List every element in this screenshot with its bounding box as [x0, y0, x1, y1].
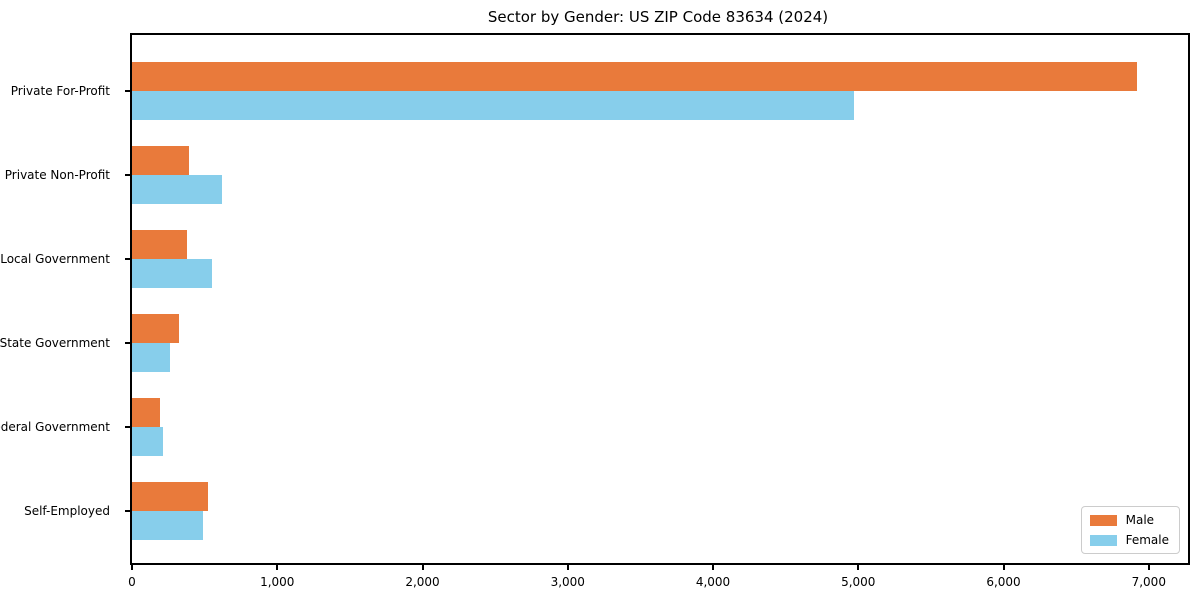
x-axis-tick-mark [421, 565, 424, 570]
x-axis-tick-mark [566, 565, 569, 570]
bar-male [132, 229, 188, 259]
y-axis-label: State Government [0, 335, 110, 350]
bar-female [132, 258, 212, 288]
y-axis-label: Private For-Profit [10, 83, 110, 98]
x-axis-label: 6,000 [986, 575, 1021, 589]
legend-swatch-male [1089, 514, 1117, 526]
x-axis-label: 4,000 [695, 575, 731, 589]
legend-label: Female [1125, 533, 1169, 547]
y-axis-tick-mark [125, 509, 130, 512]
y-axis-tick-mark [125, 89, 130, 92]
bar-female [132, 510, 204, 540]
y-axis-label: Private Non-Profit [4, 167, 110, 182]
bar-female [132, 342, 170, 372]
legend: Male Female [1080, 506, 1180, 554]
y-axis-tick-mark [125, 257, 130, 260]
y-axis-label: Federal Government [0, 419, 110, 434]
bar-female [132, 90, 854, 120]
bar-female [132, 426, 163, 456]
x-axis-label: 1,000 [260, 575, 295, 589]
bar-male [132, 145, 189, 175]
legend-item-male: Male [1089, 513, 1169, 527]
bar-male [132, 397, 161, 427]
x-axis-label: 3,000 [550, 575, 585, 589]
bar-male [132, 313, 180, 343]
y-axis-label: Self-Employed [24, 503, 110, 518]
y-axis-tick-mark [125, 173, 130, 176]
bar-female [132, 174, 223, 204]
y-axis-tick-mark [125, 425, 130, 428]
x-axis-tick-mark [1002, 565, 1005, 570]
x-axis-tick-mark [131, 565, 133, 570]
x-axis-tick-mark [857, 565, 860, 570]
legend-label: Male [1125, 513, 1155, 527]
y-axis-tick-mark [125, 341, 130, 344]
x-axis-tick-mark [276, 565, 279, 570]
x-axis-tick-mark [1147, 565, 1150, 570]
bar-male [132, 481, 209, 511]
x-axis-tick-mark [712, 565, 715, 570]
x-axis-label: 2,000 [405, 575, 440, 589]
plot-area: Male Female Private For-Profit Private Non… [0, 33, 1190, 589]
chart-title: Sector by Gender: US ZIP Code 83634 (202… [487, 8, 829, 26]
bar-male [132, 61, 1138, 91]
x-axis-label: 7,000 [1131, 575, 1166, 589]
legend-item-female: Female [1089, 533, 1169, 547]
x-axis-label: 5,000 [841, 575, 876, 589]
legend-swatch-female [1089, 534, 1117, 546]
y-axis-label: Local Government [0, 251, 110, 266]
x-axis-label: 0 [128, 575, 136, 589]
